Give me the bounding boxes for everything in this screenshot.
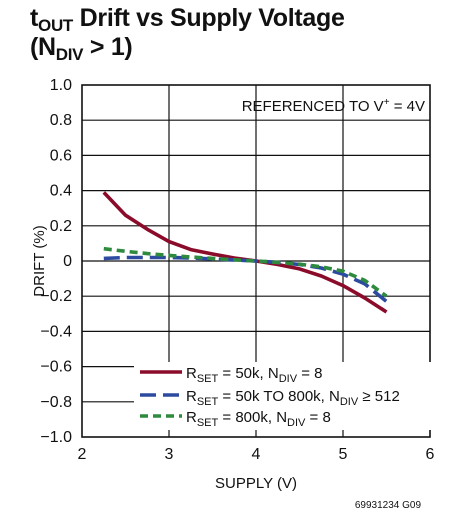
legend-label-3: RSET = 800k, NDIV = 8 [186,409,331,429]
plot-frame [81,84,431,438]
series-line-3 [103,246,388,298]
title-rest: Drift vs Supply Voltage [73,4,345,32]
y-tick-label: −1.0 [40,429,72,446]
x-tick-label: 4 [252,446,261,463]
legend-background [134,362,432,430]
title-div-subscript: DIV [55,45,84,64]
x-axis-label: SUPPLY (V) [215,475,297,492]
y-axis-label: DRIFT (%) [31,225,48,296]
y-tick-label: 0 [63,253,72,270]
x-tick-label: 6 [426,446,435,463]
series-line-2 [103,255,388,303]
tick-labels: 2 3 4 5 6 1.0 0.8 0.6 0.4 0.2 0 −0.2 −0.4 −0.6 −0.8 −1.… [40,77,434,463]
chart-title: tOUT Drift vs Supply Voltage (NDIV > 1) [30,4,345,64]
y-tick-label: −0.2 [40,288,72,305]
y-tick-label: 1.0 [50,77,72,94]
y-tick-label: 0.6 [50,147,72,164]
title-condition: > 1) [83,33,133,61]
y-tick-label: 0.4 [50,183,72,200]
x-tick-label: 2 [78,446,87,463]
legend: RSET = 50k, NDIV = 8 RSET = 50k TO 800k, … [134,362,432,430]
y-tick-label: −0.8 [40,394,72,411]
title-out-subscript: OUT [38,16,74,35]
y-tick-label: 0.8 [50,112,72,129]
series-lines [102,191,388,314]
chart-title-line1: tOUT Drift vs Supply Voltage [30,4,345,35]
legend-label-2: RSET = 50k TO 800k, NDIV ≥ 512 [186,388,400,408]
figure-id: 69931234 G09 [354,500,421,511]
title-ndiv: (N [30,33,56,61]
x-tick-label: 3 [165,446,174,463]
title-t: t [30,4,39,32]
y-tick-label: 0.2 [50,218,72,235]
y-tick-label: −0.6 [40,359,72,376]
x-tick-label: 5 [339,446,348,463]
legend-label-1: RSET = 50k, NDIV = 8 [186,365,322,385]
annotation-referenced: REFERENCED TO V+ = 4V [242,97,425,115]
chart-title-line2: (NDIV > 1) [30,33,345,64]
y-tick-label: −0.4 [40,323,72,340]
